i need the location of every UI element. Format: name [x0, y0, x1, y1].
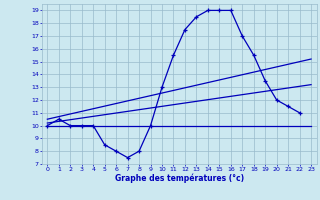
X-axis label: Graphe des températures (°c): Graphe des températures (°c): [115, 173, 244, 183]
